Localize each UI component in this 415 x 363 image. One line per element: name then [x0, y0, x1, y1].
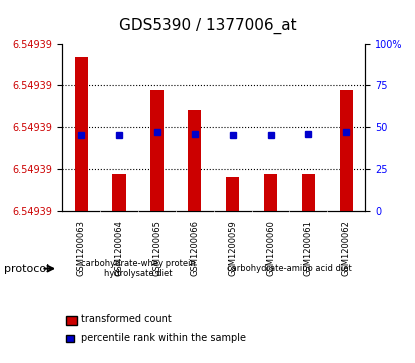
Bar	[264, 174, 277, 211]
Bar	[62, 211, 365, 294]
Text: carbohydrate-amino acid diet: carbohydrate-amino acid diet	[227, 264, 352, 273]
Text: carbohydrate-whey protein
hydrolysate diet: carbohydrate-whey protein hydrolysate di…	[81, 259, 195, 278]
Bar	[226, 177, 239, 211]
Bar	[188, 110, 201, 211]
Text: percentile rank within the sample: percentile rank within the sample	[81, 333, 246, 343]
Text: GDS5390 / 1377006_at: GDS5390 / 1377006_at	[119, 18, 296, 34]
Text: transformed count: transformed count	[81, 314, 172, 325]
Bar	[150, 90, 164, 211]
Bar	[302, 174, 315, 211]
Bar	[339, 90, 353, 211]
Bar	[75, 57, 88, 211]
Text: protocol: protocol	[4, 264, 49, 274]
Bar	[112, 174, 126, 211]
